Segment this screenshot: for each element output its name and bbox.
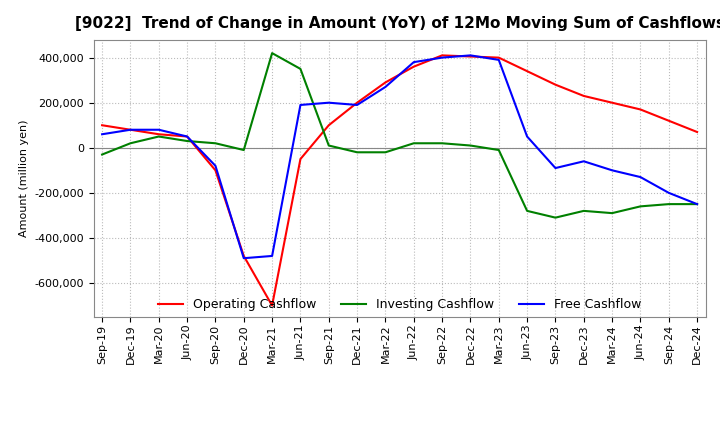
Operating Cashflow	[126, 127, 135, 132]
Operating Cashflow	[608, 100, 616, 105]
Free Cashflow	[155, 127, 163, 132]
Free Cashflow	[240, 256, 248, 261]
Investing Cashflow	[693, 202, 701, 207]
Operating Cashflow	[296, 156, 305, 161]
Operating Cashflow	[693, 129, 701, 135]
Operating Cashflow	[240, 253, 248, 259]
Operating Cashflow	[665, 118, 673, 123]
Free Cashflow	[693, 202, 701, 207]
Free Cashflow	[665, 190, 673, 195]
Free Cashflow	[438, 55, 446, 60]
Operating Cashflow	[268, 303, 276, 308]
Investing Cashflow	[523, 208, 531, 213]
Investing Cashflow	[211, 141, 220, 146]
Free Cashflow	[466, 53, 474, 58]
Operating Cashflow	[495, 55, 503, 60]
Investing Cashflow	[183, 138, 192, 143]
Operating Cashflow	[466, 54, 474, 59]
Investing Cashflow	[155, 134, 163, 139]
Operating Cashflow	[325, 123, 333, 128]
Line: Investing Cashflow: Investing Cashflow	[102, 53, 697, 218]
Operating Cashflow	[183, 134, 192, 139]
Free Cashflow	[523, 134, 531, 139]
Free Cashflow	[410, 59, 418, 65]
Investing Cashflow	[353, 150, 361, 155]
Investing Cashflow	[608, 210, 616, 216]
Operating Cashflow	[353, 100, 361, 105]
Operating Cashflow	[438, 53, 446, 58]
Operating Cashflow	[155, 132, 163, 137]
Line: Operating Cashflow: Operating Cashflow	[102, 55, 697, 305]
Operating Cashflow	[410, 64, 418, 69]
Investing Cashflow	[325, 143, 333, 148]
Investing Cashflow	[296, 66, 305, 72]
Free Cashflow	[296, 103, 305, 108]
Title: [9022]  Trend of Change in Amount (YoY) of 12Mo Moving Sum of Cashflows: [9022] Trend of Change in Amount (YoY) o…	[75, 16, 720, 32]
Free Cashflow	[126, 127, 135, 132]
Investing Cashflow	[381, 150, 390, 155]
Investing Cashflow	[551, 215, 559, 220]
Y-axis label: Amount (million yen): Amount (million yen)	[19, 119, 29, 237]
Line: Free Cashflow: Free Cashflow	[102, 55, 697, 258]
Legend: Operating Cashflow, Investing Cashflow, Free Cashflow: Operating Cashflow, Investing Cashflow, …	[153, 293, 647, 316]
Investing Cashflow	[240, 147, 248, 153]
Investing Cashflow	[665, 202, 673, 207]
Investing Cashflow	[126, 141, 135, 146]
Investing Cashflow	[636, 204, 644, 209]
Free Cashflow	[495, 57, 503, 62]
Investing Cashflow	[466, 143, 474, 148]
Free Cashflow	[636, 174, 644, 180]
Investing Cashflow	[438, 141, 446, 146]
Free Cashflow	[580, 159, 588, 164]
Investing Cashflow	[580, 208, 588, 213]
Investing Cashflow	[268, 51, 276, 56]
Free Cashflow	[353, 103, 361, 108]
Investing Cashflow	[410, 141, 418, 146]
Operating Cashflow	[381, 80, 390, 85]
Operating Cashflow	[636, 107, 644, 112]
Operating Cashflow	[523, 69, 531, 74]
Free Cashflow	[381, 84, 390, 90]
Operating Cashflow	[551, 82, 559, 87]
Free Cashflow	[183, 134, 192, 139]
Free Cashflow	[268, 253, 276, 259]
Free Cashflow	[98, 132, 107, 137]
Operating Cashflow	[98, 123, 107, 128]
Investing Cashflow	[495, 147, 503, 153]
Free Cashflow	[551, 165, 559, 171]
Free Cashflow	[325, 100, 333, 105]
Investing Cashflow	[98, 152, 107, 157]
Operating Cashflow	[211, 168, 220, 173]
Free Cashflow	[608, 168, 616, 173]
Free Cashflow	[211, 163, 220, 169]
Operating Cashflow	[580, 93, 588, 99]
